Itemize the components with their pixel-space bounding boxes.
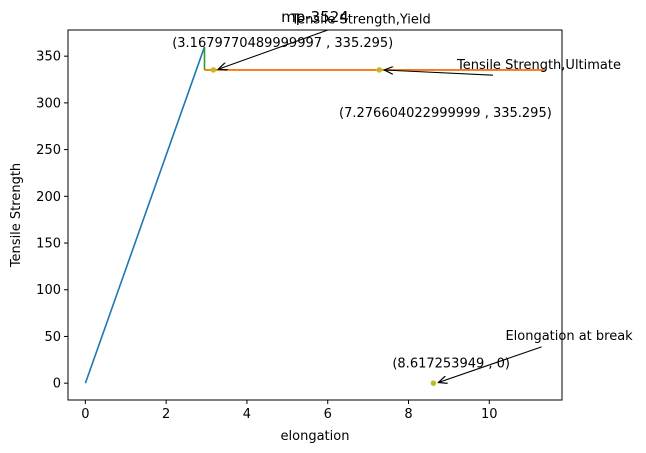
annotation-arrow-2 — [384, 70, 494, 76]
data-point-0 — [210, 67, 217, 73]
plot-frame — [67, 29, 563, 401]
annotation-text-1: (3.1679770489999997 , 335.295) — [172, 36, 393, 51]
data-point-2 — [430, 380, 437, 386]
x-tick-label: 6 — [324, 407, 332, 422]
y-tick-label: 200 — [36, 190, 61, 205]
y-tick-label: 50 — [44, 330, 61, 345]
x-axis-label: elongation — [281, 429, 350, 444]
annotation-arrow-0 — [218, 29, 328, 69]
x-tick-label: 10 — [481, 407, 498, 422]
x-tick-label: 8 — [404, 407, 412, 422]
annotation-text-5: (8.617253949 , 0) — [392, 356, 510, 371]
x-tick-label: 0 — [81, 407, 89, 422]
annotation-text-0: Tensile Strength,Yield — [290, 12, 430, 27]
y-tick-label: 150 — [36, 237, 61, 252]
y-axis-label: Tensile Strength — [9, 163, 24, 268]
y-tick-label: 100 — [36, 283, 61, 298]
chart-title: mp-3524 — [281, 8, 349, 26]
x-tick-label: 4 — [243, 407, 251, 422]
y-tick-label: 350 — [36, 50, 61, 65]
annotation-text-2: Tensile Strength,Ultimate — [456, 58, 621, 73]
x-tick-label: 2 — [162, 407, 170, 422]
y-tick-label: 0 — [53, 377, 61, 392]
annotation-arrow-4 — [438, 346, 542, 383]
y-tick-label: 300 — [36, 96, 61, 111]
series-line-0 — [84, 46, 206, 384]
annotation-text-3: (7.276604022999999 , 335.295) — [339, 106, 552, 121]
annotation-text-4: Elongation at break — [505, 329, 633, 344]
data-point-1 — [376, 67, 383, 73]
y-tick-label: 250 — [36, 143, 61, 158]
